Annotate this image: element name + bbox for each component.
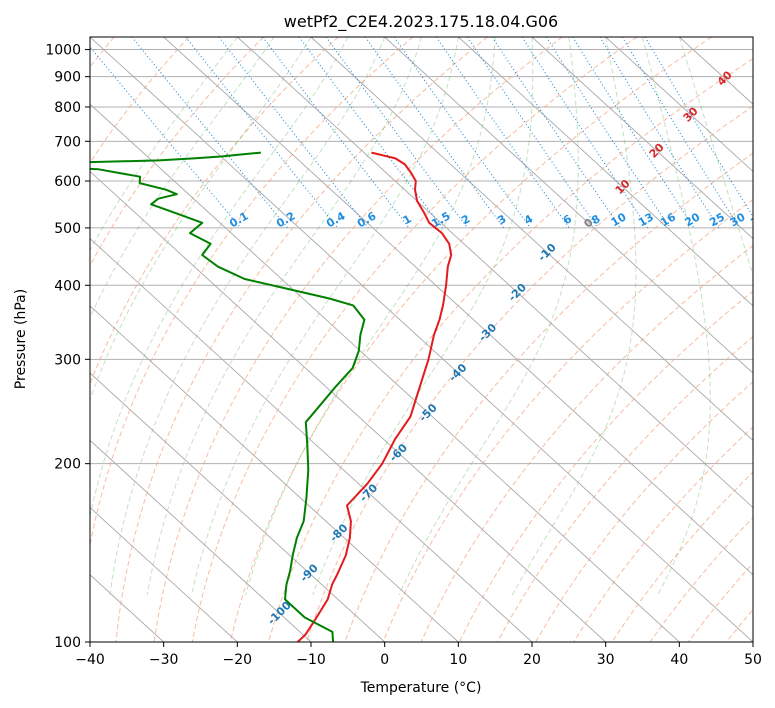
x-tick-label: 40 (670, 652, 688, 668)
dry-adiabat (496, 335, 753, 642)
isotherm-line (90, 305, 459, 642)
isotherm-line (90, 170, 606, 642)
mixing-ratio-label: 36 (748, 210, 768, 229)
isotherm-line (90, 103, 680, 642)
grid (90, 49, 753, 642)
moist-adiabat (312, 37, 534, 596)
dry-adiabat (191, 37, 638, 642)
mixing-ratio-line (599, 37, 720, 229)
dry-adiabat (90, 37, 264, 267)
y-tick-label: 700 (54, 134, 81, 150)
dewpoint-profile-line (90, 151, 366, 642)
mixing-ratio-line (545, 37, 671, 229)
y-axis: 100 200 300 400 500 600 700 800 900 1000 (45, 43, 90, 651)
dry-adiabat (268, 57, 753, 642)
moist-adiabat (398, 37, 579, 596)
isotherm-line (237, 37, 753, 509)
y-tick-label: 200 (54, 457, 81, 473)
mixing-ratio-lines (90, 37, 753, 229)
isotherm-line (531, 37, 753, 240)
mixing-ratio-line (435, 37, 570, 229)
profile-series (90, 151, 453, 642)
dry-adiabat (115, 37, 488, 642)
moist-adiabat-lines (90, 37, 753, 596)
moist-adiabat (511, 37, 637, 596)
isotherm-line (90, 439, 312, 642)
mixing-ratio-line (644, 37, 753, 218)
isotherm-line (458, 37, 753, 307)
mixing-ratio-line (621, 37, 740, 229)
dry-adiabat (535, 381, 753, 642)
x-tick-label: 10 (449, 652, 467, 668)
isotherm-line (605, 37, 753, 173)
isotherm-line (90, 372, 385, 642)
y-tick-label: 400 (54, 278, 81, 294)
moist-adiabat (642, 37, 711, 596)
isotherm-line (90, 37, 753, 642)
mixing-ratio-line (262, 37, 410, 229)
moist-adiabat (90, 37, 275, 319)
x-tick-label: 50 (744, 652, 762, 668)
y-axis-label: Pressure (hPa) (13, 289, 29, 389)
isotherm-line (310, 37, 753, 441)
isotherm-line (163, 37, 753, 576)
dry-adiabat (382, 198, 753, 642)
chart-title: wetPf2_C2E4.2023.175.18.04.G06 (284, 12, 558, 32)
x-tick-label: 30 (597, 652, 615, 668)
x-tick-label: 20 (523, 652, 541, 668)
mixing-ratio-line (364, 37, 505, 229)
x-tick-label: −20 (223, 652, 253, 668)
x-axis: −40 −30 −20 −10 0 10 20 30 40 50 (75, 642, 762, 668)
moist-adiabat (244, 37, 496, 596)
x-tick-label: −10 (296, 652, 326, 668)
mixing-ratio-line (218, 37, 369, 229)
y-tick-label: 500 (54, 221, 81, 237)
mixing-ratio-line (393, 37, 531, 229)
mixing-ratio-line (491, 37, 621, 229)
y-tick-label: 100 (54, 635, 81, 651)
y-tick-label: 800 (54, 100, 81, 116)
dry-adiabat (420, 244, 753, 642)
x-axis-label: Temperature (°C) (360, 680, 482, 696)
moist-adiabat (146, 37, 422, 596)
plot-frame (89, 36, 754, 643)
moist-adiabat (191, 37, 459, 596)
y-tick-label: 300 (54, 352, 81, 368)
y-tick-label: 1000 (45, 43, 81, 59)
isotherm-line (90, 506, 238, 642)
mixing-ratio-line (467, 37, 599, 229)
moist-adiabat (678, 37, 753, 278)
isotherm-line (384, 37, 753, 374)
x-tick-label: 0 (380, 652, 389, 668)
x-tick-label: −30 (149, 652, 179, 668)
isotherm-line (90, 238, 533, 642)
skewed-isotherm-lines (90, 37, 753, 642)
dry-adiabat (153, 37, 563, 642)
y-tick-label: 900 (54, 70, 81, 86)
moist-adiabat (90, 37, 312, 401)
temperature-profile-line (297, 151, 453, 642)
moist-adiabat (90, 37, 238, 252)
dry-adiabat (306, 105, 753, 642)
y-tick-label: 600 (54, 174, 81, 190)
x-tick-label: −40 (75, 652, 105, 668)
